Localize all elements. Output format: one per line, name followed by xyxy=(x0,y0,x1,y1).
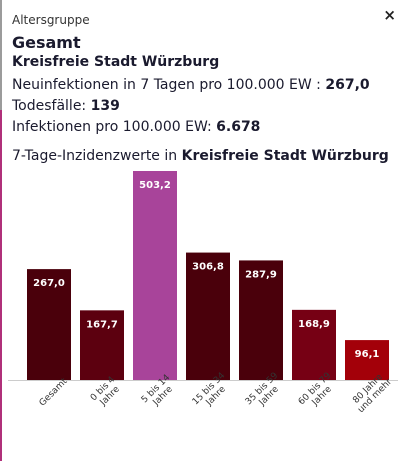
age-group-value: Gesamt xyxy=(12,33,81,52)
bar[interactable] xyxy=(186,252,230,380)
infections-stat: Infektionen pro 100.000 EW: 6.678 xyxy=(12,119,260,135)
deaths-value: 139 xyxy=(90,98,120,114)
x-tick-label: Gesamt xyxy=(38,376,70,408)
bar[interactable] xyxy=(27,269,71,380)
close-icon[interactable]: × xyxy=(383,6,396,24)
bar[interactable] xyxy=(80,310,124,380)
deaths-label: Todesfälle: xyxy=(12,98,91,114)
chart-title-region: Kreisfreie Stadt Würzburg xyxy=(181,148,389,164)
incidence-stat: Neuinfektionen in 7 Tagen pro 100.000 EW… xyxy=(12,77,370,93)
bar-value-label: 168,9 xyxy=(298,319,330,330)
incidence-value: 267,0 xyxy=(325,77,370,93)
bar-value-label: 306,8 xyxy=(192,262,224,273)
bar-value-label: 503,2 xyxy=(139,180,171,191)
bar-value-label: 167,7 xyxy=(86,319,118,330)
x-tick-label-line: Gesamt xyxy=(38,376,70,408)
bar[interactable] xyxy=(133,171,177,380)
chart-title-prefix: 7-Tage-Inzidenzwerte in xyxy=(12,148,182,164)
close-button[interactable]: × xyxy=(383,6,396,24)
bar-value-label: 287,9 xyxy=(245,269,277,280)
bar[interactable] xyxy=(345,340,389,380)
bar-value-label: 96,1 xyxy=(355,349,380,360)
region-name: Kreisfreie Stadt Würzburg xyxy=(12,54,220,70)
chart-title: 7-Tage-Inzidenzwerte in Kreisfreie Stadt… xyxy=(12,148,389,164)
bar[interactable] xyxy=(239,260,283,380)
age-group-label: Altersgruppe xyxy=(12,13,90,27)
bar[interactable] xyxy=(292,309,336,380)
bar-value-label: 267,0 xyxy=(33,278,65,289)
panel-edge-accent xyxy=(0,110,2,390)
deaths-stat: Todesfälle: 139 xyxy=(12,98,120,114)
panel-edge-top xyxy=(0,0,2,110)
infections-value: 6.678 xyxy=(216,119,261,135)
incidence-label: Neuinfektionen in 7 Tagen pro 100.000 EW… xyxy=(12,77,326,93)
panel-edge-accent-lower xyxy=(0,390,2,461)
infections-label: Infektionen pro 100.000 EW: xyxy=(12,119,217,135)
